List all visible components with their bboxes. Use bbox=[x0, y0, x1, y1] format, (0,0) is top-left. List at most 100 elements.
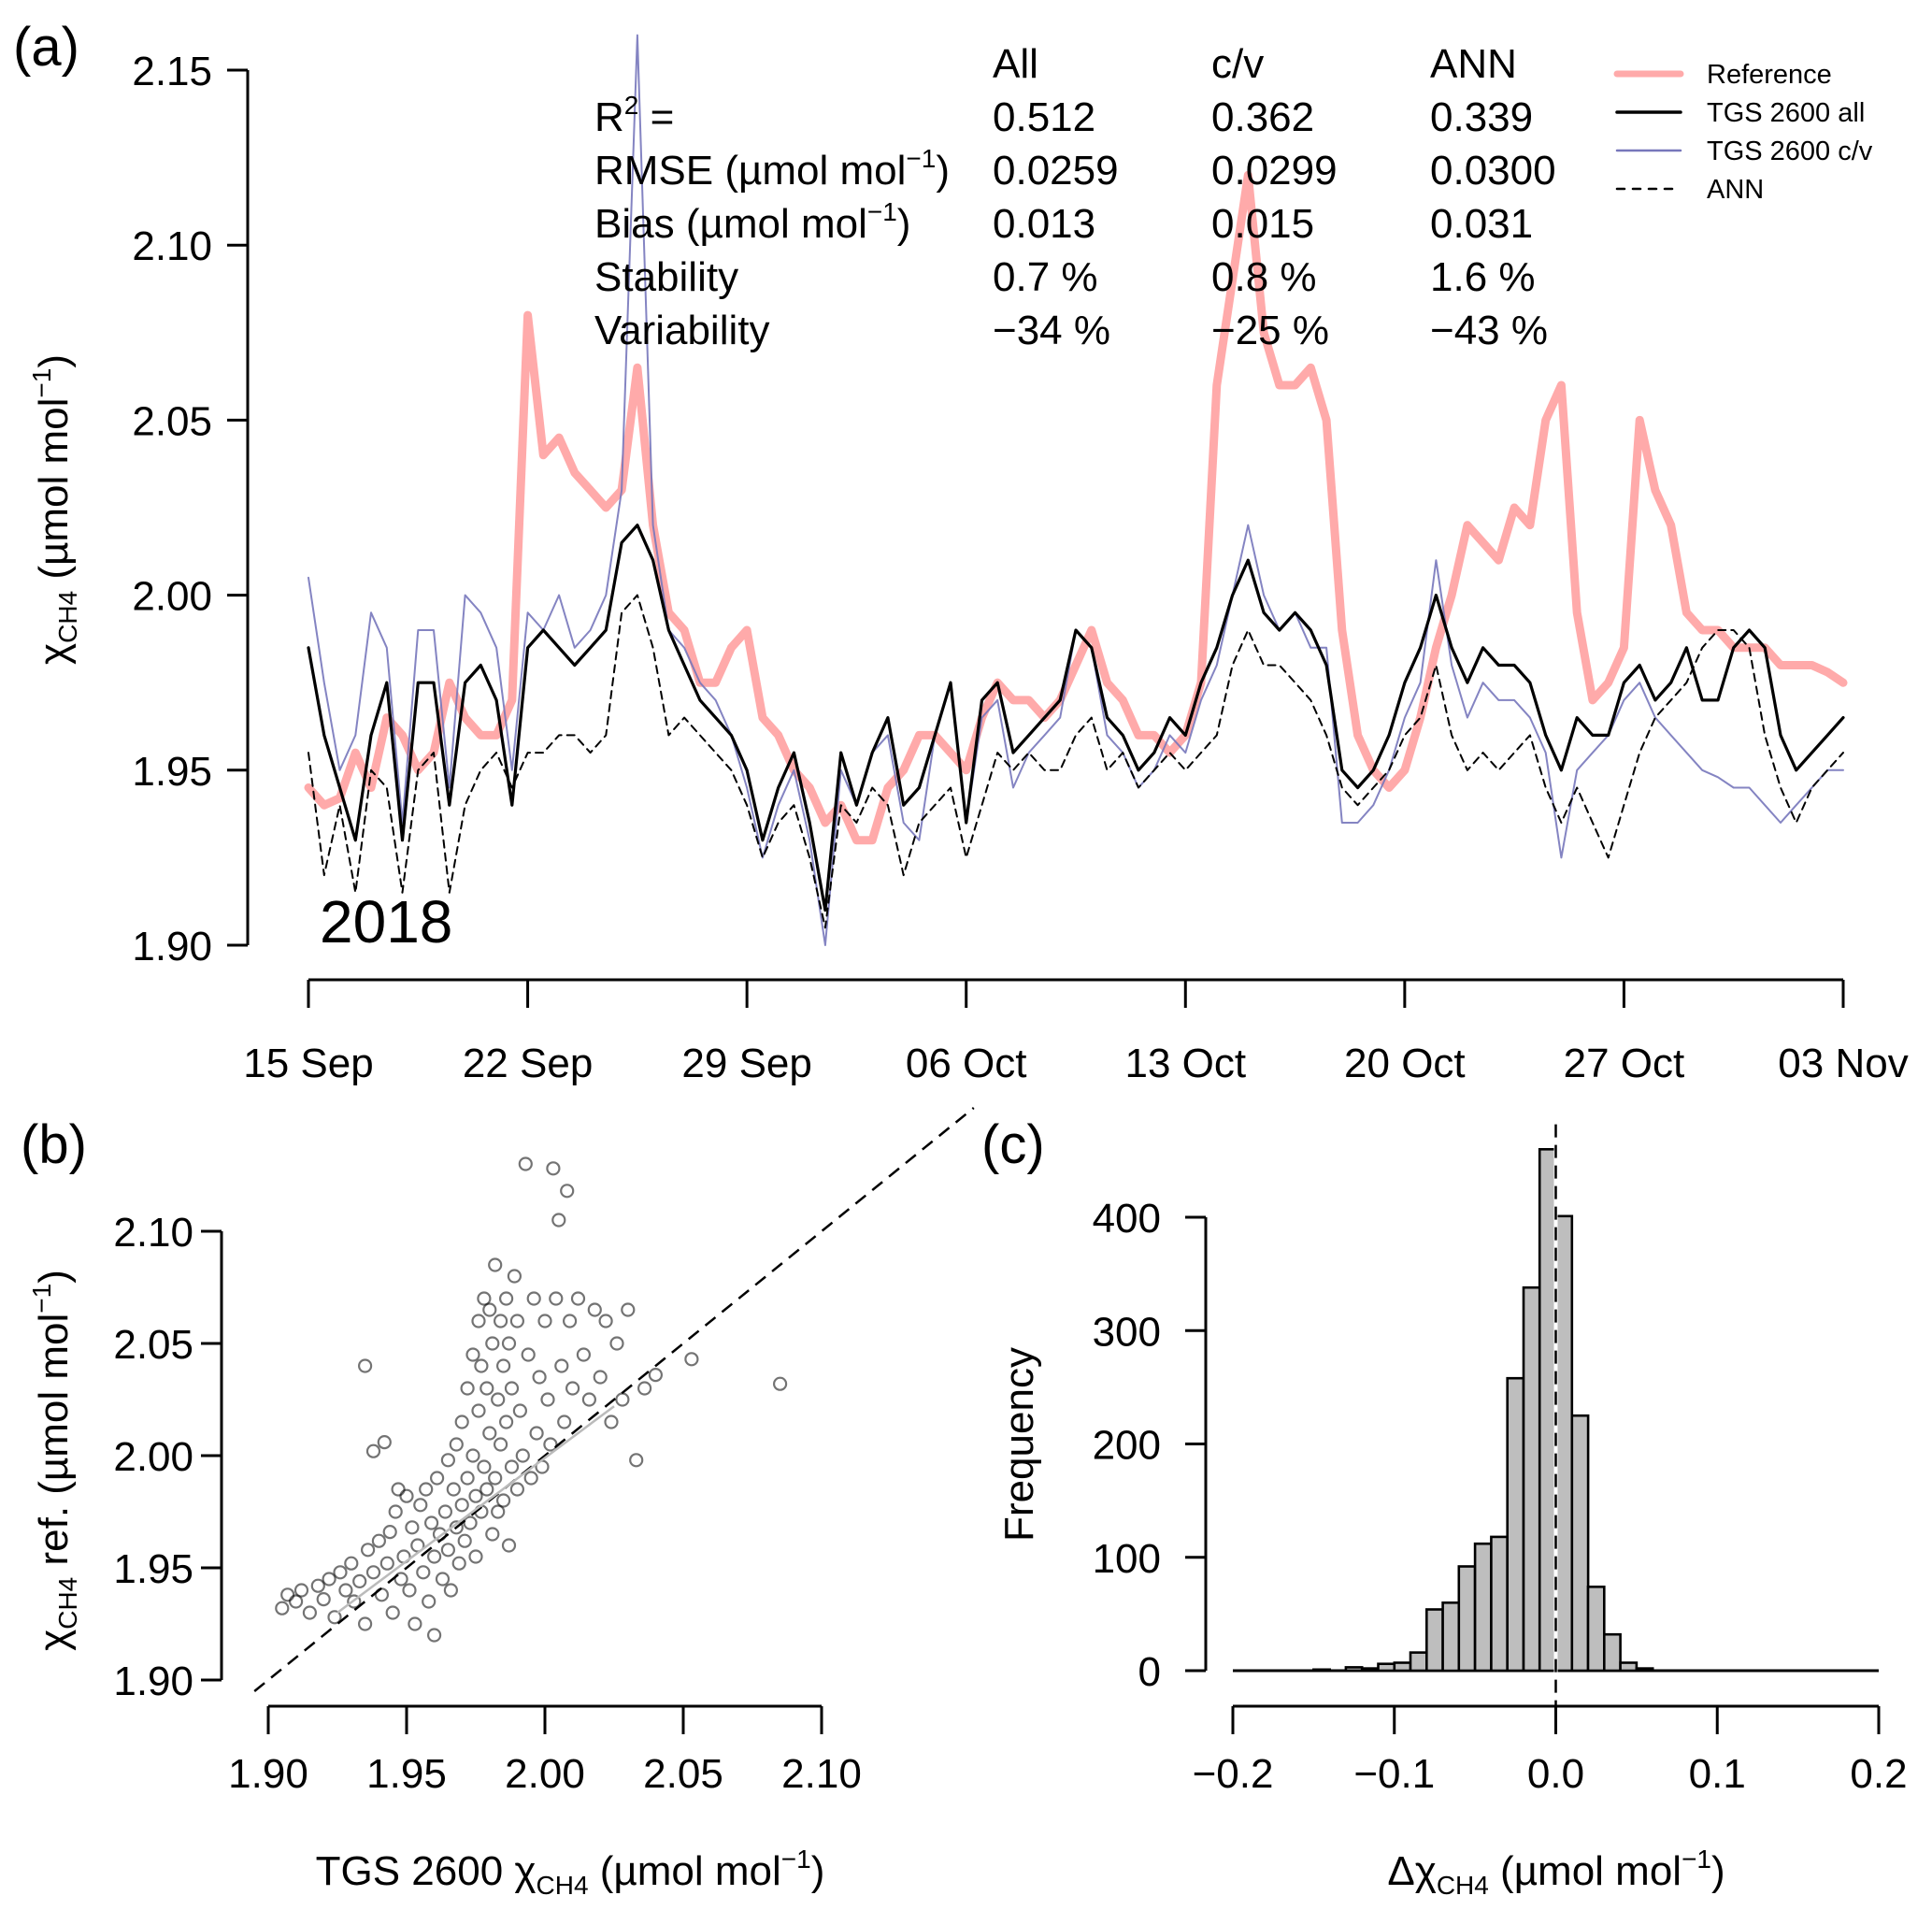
stats-column-header: ANN bbox=[1430, 41, 1517, 87]
histogram-bar bbox=[1603, 1632, 1622, 1673]
x-tick-label: 20 Oct bbox=[1344, 1041, 1466, 1086]
c-x-title-sup: −1 bbox=[1682, 1845, 1711, 1874]
scatter-point bbox=[416, 1565, 431, 1580]
stats-cell: 0.0299 bbox=[1211, 148, 1338, 194]
histogram-bar bbox=[1635, 1667, 1654, 1673]
legend-label: TGS 2600 c/v bbox=[1707, 136, 1873, 166]
x-tick-label: 0.0 bbox=[1527, 1751, 1584, 1797]
scatter-point bbox=[424, 1515, 439, 1530]
scatter-point bbox=[482, 1426, 497, 1441]
scatter-point bbox=[615, 1392, 630, 1407]
scatter-point bbox=[388, 1504, 403, 1519]
stats-cell: 0.015 bbox=[1211, 201, 1314, 247]
scatter-point bbox=[509, 1314, 525, 1328]
scatter-point bbox=[562, 1314, 578, 1328]
b-x-title-unit: (µmol mol bbox=[589, 1848, 781, 1894]
scatter-point bbox=[437, 1504, 452, 1519]
b-x-title-sub: CH4 bbox=[537, 1871, 589, 1900]
scatter-point bbox=[430, 1471, 445, 1486]
scatter-point bbox=[565, 1381, 580, 1396]
scatter-point bbox=[485, 1336, 500, 1351]
x-tick-label: 2.10 bbox=[781, 1751, 862, 1797]
scatter-point bbox=[394, 1572, 408, 1587]
histogram-bar bbox=[1441, 1601, 1461, 1673]
series-line-tgs-2600-all bbox=[307, 524, 1845, 912]
series-line-ann bbox=[308, 594, 1844, 929]
y-tick-label: 400 bbox=[1093, 1196, 1161, 1242]
scatter-point bbox=[772, 1376, 788, 1391]
scatter-point bbox=[275, 1601, 290, 1616]
panel-b-x-axis-title: TGS 2600 χCH4 (µmol mol−1) bbox=[316, 1845, 825, 1900]
b-y-title-sub: CH4 bbox=[53, 1577, 82, 1630]
histogram-bar bbox=[1409, 1651, 1428, 1673]
y-title-sub: CH4 bbox=[53, 591, 82, 643]
histogram-bar bbox=[1538, 1148, 1557, 1673]
scatter-point bbox=[537, 1314, 552, 1328]
scatter-point bbox=[289, 1594, 304, 1609]
y-tick-label: 2.00 bbox=[113, 1434, 193, 1480]
x-tick-label: 1.90 bbox=[228, 1751, 308, 1797]
b-y-title-symbol: χ bbox=[31, 1630, 77, 1651]
stats-cell: 0.0300 bbox=[1430, 148, 1556, 194]
panel-a-axes: 1.90 1.95 2.00 2.05 2.10 2.15 15 Sep 22 Sep 29 S… bbox=[132, 49, 1908, 1086]
svg-text:χCH4 ref. (µmol mol−1): χCH4 ref. (µmol mol−1) bbox=[27, 1270, 82, 1651]
x-tick-label: 27 Oct bbox=[1564, 1041, 1685, 1086]
scatter-point bbox=[293, 1583, 309, 1598]
scatter-point bbox=[468, 1549, 483, 1564]
histogram-bar bbox=[1473, 1542, 1493, 1673]
svg-text:χCH4 (µmol mol−1): χCH4 (µmol mol−1) bbox=[27, 354, 82, 665]
stats-cell: −25 % bbox=[1211, 308, 1329, 353]
y-title-sup: −1 bbox=[27, 368, 56, 398]
scatter-point bbox=[491, 1504, 506, 1519]
stats-column-header: c/v bbox=[1211, 41, 1264, 87]
scatter-point bbox=[593, 1370, 608, 1385]
x-tick-label: −0.2 bbox=[1193, 1751, 1274, 1797]
scatter-point bbox=[408, 1616, 422, 1631]
scatter-point bbox=[440, 1453, 455, 1468]
scatter-point bbox=[576, 1347, 592, 1362]
scatter-point bbox=[498, 1291, 514, 1306]
stats-row-label: Stability bbox=[594, 254, 738, 300]
panel-b-axes: 1.90 1.95 2.00 2.05 2.10 1.90 1.95 2.00 2.05 2.10 bbox=[113, 1210, 861, 1797]
scatter-point bbox=[316, 1591, 331, 1607]
b-y-title-unit: ref. (µmol mol bbox=[31, 1314, 77, 1577]
histogram-bar bbox=[1490, 1535, 1510, 1673]
stats-cell: −34 % bbox=[993, 308, 1110, 353]
scatter-point bbox=[621, 1302, 636, 1317]
panel-label-a: (a) bbox=[13, 17, 79, 78]
scatter-point bbox=[557, 1415, 572, 1429]
scatter-point bbox=[518, 1156, 533, 1171]
y-tick-label: 200 bbox=[1093, 1423, 1161, 1469]
scatter-point bbox=[440, 1543, 455, 1558]
scatter-point bbox=[435, 1572, 451, 1587]
scatter-point bbox=[512, 1403, 528, 1418]
scatter-point bbox=[495, 1358, 511, 1373]
scatter-point bbox=[451, 1556, 466, 1571]
scatter-point bbox=[391, 1482, 406, 1497]
histogram-bar bbox=[1425, 1608, 1444, 1673]
y-tick-label: 0 bbox=[1138, 1649, 1161, 1695]
c-x-title-prefix: Δ bbox=[1387, 1848, 1414, 1894]
x-tick-label: 15 Sep bbox=[243, 1041, 373, 1086]
y-tick-label: 2.05 bbox=[132, 398, 212, 444]
histogram-bar bbox=[1377, 1662, 1396, 1673]
scatter-point bbox=[302, 1605, 317, 1620]
b-y-title-sup: −1 bbox=[27, 1284, 56, 1314]
scatter-point bbox=[454, 1415, 469, 1429]
b-x-title-symbol: χ bbox=[514, 1848, 536, 1894]
scatter-point bbox=[460, 1471, 475, 1486]
y-title-symbol: χ bbox=[31, 643, 77, 665]
histogram-bar bbox=[1506, 1376, 1525, 1673]
y-tick-label: 2.15 bbox=[132, 49, 212, 94]
scatter-point bbox=[385, 1605, 400, 1620]
scatter-point bbox=[344, 1556, 359, 1571]
scatter-point bbox=[629, 1453, 644, 1468]
scatter-point bbox=[382, 1524, 397, 1540]
stats-cell: 0.339 bbox=[1430, 94, 1533, 140]
scatter-point bbox=[463, 1515, 478, 1530]
scatter-point bbox=[365, 1443, 381, 1458]
scatter-point bbox=[488, 1471, 503, 1486]
scatter-point bbox=[399, 1488, 414, 1503]
scatter-point bbox=[338, 1583, 353, 1598]
scatter-point bbox=[474, 1358, 489, 1373]
